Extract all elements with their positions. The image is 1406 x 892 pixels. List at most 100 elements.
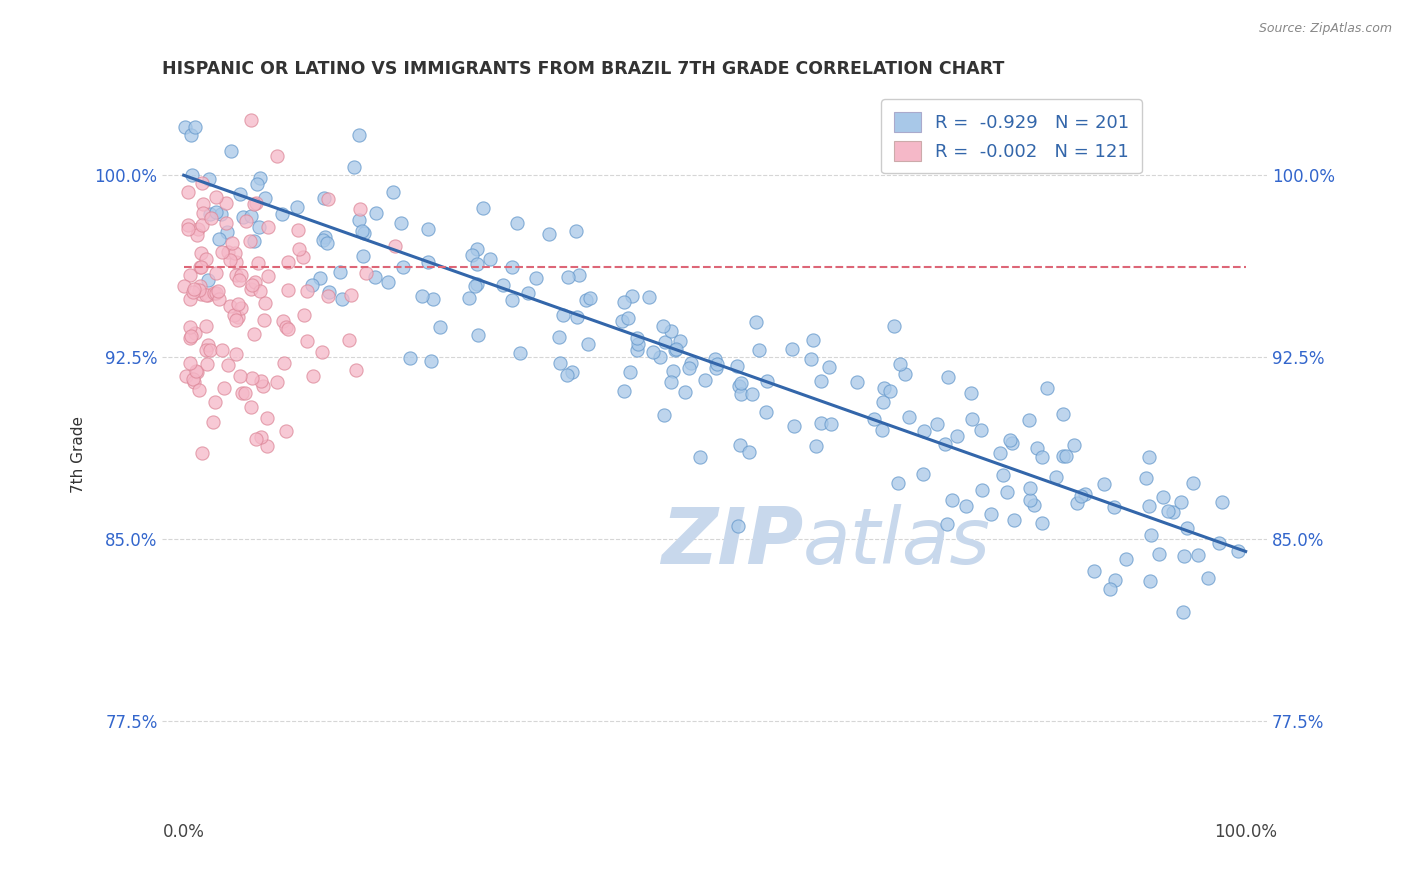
Point [364,269,387,284]
Point [343,160,366,174]
Point [217,244,239,259]
Point [191,445,214,459]
Point [229,301,252,316]
Point [204,395,226,409]
Point [972,483,994,497]
Point [846,375,869,389]
Point [188,283,211,297]
Point [429,320,451,334]
Point [202,285,225,300]
Point [1157,504,1180,518]
Point [783,418,806,433]
Point [226,297,249,311]
Point [173,279,195,293]
Point [389,216,412,230]
Point [242,327,264,342]
Point [730,387,752,401]
Point [730,376,752,390]
Point [226,310,249,325]
Point [548,356,571,370]
Point [1171,606,1194,620]
Point [225,347,247,361]
Point [870,423,893,437]
Point [352,249,374,263]
Point [253,191,276,205]
Point [1099,582,1122,596]
Point [318,289,340,303]
Text: ZIP: ZIP [661,504,803,580]
Point [555,368,578,383]
Point [537,227,560,241]
Point [353,227,375,241]
Point [1031,516,1053,531]
Point [249,430,271,444]
Point [626,331,648,345]
Point [1052,449,1074,463]
Point [224,245,246,260]
Point [936,517,959,532]
Point [179,356,201,370]
Point [266,376,288,390]
Point [180,329,202,343]
Point [217,359,239,373]
Point [756,374,779,388]
Point [411,289,433,303]
Text: Source: ZipAtlas.com: Source: ZipAtlas.com [1258,22,1392,36]
Point [276,424,298,438]
Point [1092,476,1115,491]
Point [465,277,488,291]
Point [222,308,245,322]
Point [271,314,294,328]
Point [626,343,648,357]
Point [911,467,934,481]
Point [980,507,1002,521]
Point [1036,381,1059,395]
Point [221,236,243,251]
Point [228,273,250,287]
Point [873,381,896,395]
Point [195,343,218,357]
Point [810,416,832,430]
Point [190,287,212,301]
Point [205,285,228,300]
Point [1083,564,1105,578]
Point [191,218,214,232]
Point [240,370,263,384]
Point [912,424,935,438]
Y-axis label: 7th Grade: 7th Grade [72,416,86,493]
Point [219,299,242,313]
Point [187,384,209,398]
Point [179,320,201,334]
Point [311,345,333,359]
Point [1104,574,1126,588]
Point [883,318,905,333]
Point [641,344,664,359]
Point [1002,513,1025,527]
Point [800,351,823,366]
Point [384,239,406,253]
Point [246,178,269,192]
Point [1066,496,1088,510]
Point [225,312,247,326]
Point [180,128,202,142]
Point [879,384,901,398]
Point [231,385,253,400]
Point [506,216,529,230]
Point [418,221,440,235]
Point [704,360,727,375]
Point [195,358,218,372]
Point [188,279,211,293]
Point [349,213,371,227]
Point [1170,495,1192,509]
Point [212,381,235,395]
Point [501,260,523,274]
Point [249,170,271,185]
Point [612,314,634,328]
Point [889,357,911,371]
Point [1198,571,1220,585]
Point [184,120,207,134]
Point [243,275,266,289]
Point [340,288,363,302]
Point [1022,498,1045,512]
Point [181,371,204,385]
